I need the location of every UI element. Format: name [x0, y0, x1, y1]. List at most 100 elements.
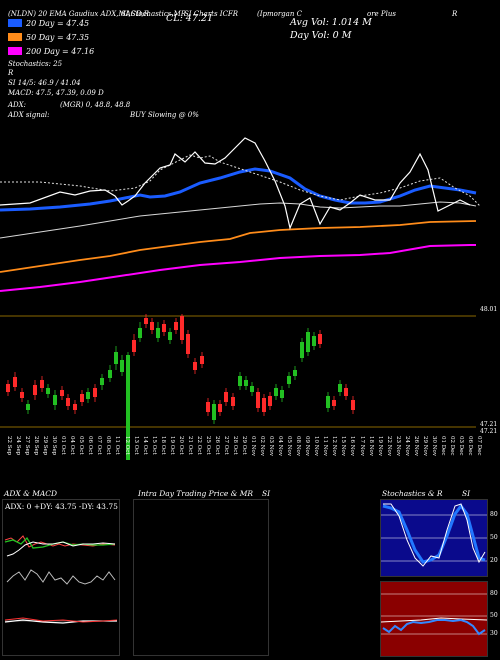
- date-label: 03 Dec: [457, 436, 464, 456]
- rsi-tick-50: 50: [490, 612, 498, 619]
- chart-header-site: SI Charts ICFR: [184, 10, 239, 18]
- candle-body: [218, 404, 222, 412]
- candle-body: [306, 332, 310, 352]
- macd-readout: MACD: 47.5, 47.39, 0.09 D: [8, 89, 104, 97]
- candle-body: [120, 360, 124, 372]
- stoch-tick-50: 50: [490, 534, 498, 541]
- date-label: 12 Oct: [123, 436, 130, 455]
- date-label: 08 Oct: [105, 436, 112, 455]
- rsi-readout: SI 14/5: 46.9 / 41.04: [8, 79, 81, 87]
- rsi-tick-80: 80: [490, 590, 498, 597]
- date-label: 19 Oct: [168, 436, 175, 455]
- date-label: 29 Nov: [421, 436, 428, 456]
- candlesticks: [6, 314, 355, 460]
- date-label: 27 Oct: [222, 436, 229, 455]
- avg-volume: Avg Vol: 1.014 M: [290, 17, 372, 28]
- date-label: 24 Sep: [15, 436, 22, 456]
- chart-header-indicators: SI,Stochastics,MR: [121, 10, 187, 18]
- candle-body: [287, 376, 291, 384]
- date-label: 27 Sep: [24, 436, 31, 456]
- candle-body: [174, 322, 178, 330]
- rsi-tick-30: 30: [490, 630, 498, 637]
- candle-body: [238, 376, 242, 386]
- ema-20-line: [0, 167, 477, 212]
- date-label: 28 Oct: [231, 436, 238, 455]
- candle-body: [80, 394, 84, 402]
- date-label: 06 Dec: [466, 436, 473, 456]
- legend-label-200: 200 Day = 47.16: [26, 47, 95, 56]
- chart-header-company: (Ipmorgan C: [257, 10, 302, 18]
- date-label: 15 Nov: [340, 436, 347, 456]
- stoch-panel-title: Stochastics & R: [382, 489, 443, 498]
- rsi-plot: [381, 593, 487, 636]
- ma-50-line: [0, 220, 477, 273]
- candle-body: [231, 397, 235, 406]
- date-label: 02 Nov: [259, 436, 266, 456]
- stochastics-readout: Stochastics: 25: [8, 60, 63, 68]
- date-label: 06 Oct: [87, 436, 94, 455]
- rsi-mean-line: [381, 617, 487, 623]
- stoch-tick-80: 80: [490, 511, 498, 518]
- ma-lower-band: [0, 201, 477, 239]
- intraday-panel-title: Intra Day Trading Price & MR: [138, 489, 254, 498]
- intraday-panel-title-2: SI: [262, 489, 271, 498]
- date-label: 18 Oct: [159, 436, 166, 455]
- date-label: 22 Sep: [6, 436, 12, 456]
- candle-body: [20, 392, 24, 398]
- candle-body: [268, 396, 272, 406]
- date-label: 08 Nov: [295, 436, 302, 456]
- legend-swatch-200: [8, 47, 22, 55]
- candle-body: [132, 340, 136, 352]
- date-label: 11 Nov: [322, 436, 329, 456]
- date-label: 13 Oct: [132, 436, 139, 455]
- stoch-panel: [380, 499, 488, 577]
- date-label: 26 Nov: [412, 436, 419, 456]
- candle-body: [73, 404, 77, 410]
- candle-body: [26, 404, 30, 410]
- date-label: 19 Nov: [376, 436, 383, 456]
- stoch-k-line: [382, 503, 486, 564]
- candle-body: [206, 402, 210, 412]
- date-label: 30 Sep: [51, 436, 58, 456]
- date-label: 22 Oct: [195, 436, 202, 455]
- legend-20-day: 20 Day = 47.45: [8, 19, 89, 28]
- ma-dotted-line: [0, 154, 481, 207]
- date-label: 29 Sep: [42, 436, 49, 456]
- date-label: 30 Nov: [430, 436, 437, 456]
- candle-body: [66, 398, 70, 406]
- candle-body: [53, 395, 57, 405]
- date-label: 25 Oct: [204, 436, 211, 455]
- stoch-plot: [381, 503, 487, 567]
- candle-body: [40, 380, 44, 388]
- candle-body: [114, 352, 118, 364]
- date-label: 14 Oct: [141, 436, 148, 455]
- candle-body: [93, 388, 97, 397]
- candle-body: [212, 404, 216, 420]
- chart-header-title: (NLDN) 20 EMA Gaudiux ADX,MACD,R: [8, 10, 149, 18]
- rsi-panel: [380, 581, 488, 657]
- candle-body: [13, 377, 17, 387]
- candle-body: [156, 328, 160, 338]
- legend-swatch-50: [8, 33, 22, 41]
- adx-line: [6, 541, 116, 557]
- candle-body: [200, 356, 204, 364]
- candle-body: [162, 324, 166, 332]
- date-label: 09 Nov: [304, 436, 311, 456]
- adx-panel-title: ADX & MACD: [4, 489, 58, 498]
- date-axis: 22 Sep 24 Sep 27 Sep 28 Sep 29 Sep 30 Sep 01 O…: [0, 436, 500, 480]
- candle-body: [108, 370, 112, 378]
- date-label: 23 Nov: [394, 436, 401, 456]
- date-label: 22 Nov: [385, 436, 392, 456]
- candle-body: [33, 385, 37, 395]
- date-label: 03 Nov: [268, 436, 275, 456]
- candle-body: [138, 328, 142, 338]
- candle-body: [224, 392, 228, 402]
- date-label: 26 Oct: [213, 436, 220, 455]
- candle-body: [168, 332, 172, 340]
- adx-panel-readout: ADX: 0 +DY: 43.75 -DY: 43.75: [5, 502, 118, 511]
- date-label: 15 Oct: [150, 436, 157, 455]
- buy-signal: BUY Slowing @ 0%: [130, 111, 199, 119]
- date-label: 20 Oct: [177, 436, 184, 455]
- adx-values: (MGR) 0, 48.8, 48.8: [60, 101, 131, 109]
- stoch-panel-title-2: SI: [462, 489, 471, 498]
